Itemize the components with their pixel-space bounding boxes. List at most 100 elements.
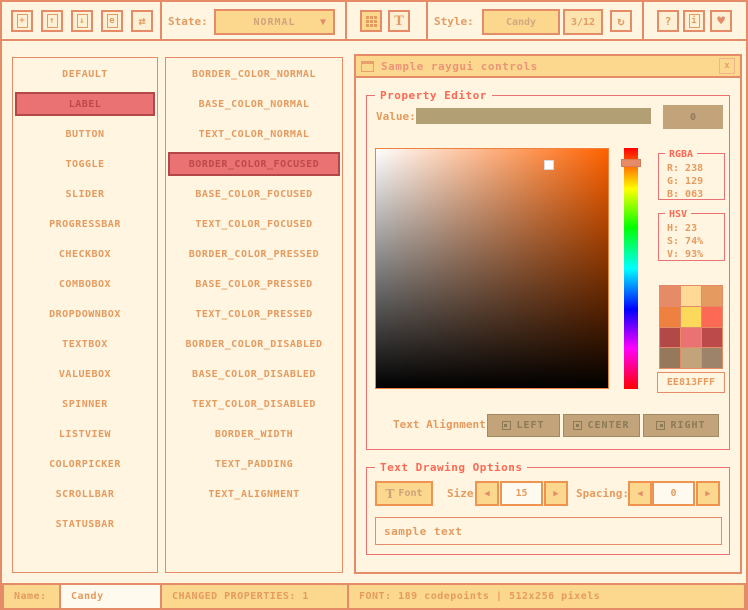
hex-value-input[interactable]: EE813FFF [657,372,725,393]
properties-list-item[interactable]: BASE_COLOR_FOCUSED [195,188,313,200]
controls-list-item[interactable]: COMBOBOX [58,278,112,290]
reload-style-button[interactable]: ↻ [610,10,632,32]
properties-list-item[interactable]: TEXT_COLOR_PRESSED [195,308,313,320]
properties-list-item[interactable]: TEXT_COLOR_DISABLED [192,398,316,410]
text-drawing-options-group: Text Drawing Options T Font Size: ◀ 15 ▶… [366,461,730,555]
text-view-button[interactable]: T [388,10,410,32]
open-file-icon: ↑ [46,14,58,28]
style-counter: 3/12 [563,9,603,35]
font-icon: T [385,486,395,501]
properties-list-item[interactable]: BORDER_COLOR_NORMAL [192,68,316,80]
text-alignment-label: Text Alignment: [393,418,493,431]
color-panel[interactable] [375,148,609,389]
controls-list-item[interactable]: BUTTON [65,128,105,140]
open-file-button[interactable]: ↑ [41,10,63,32]
hue-handle[interactable] [621,159,641,167]
spacing-value-box[interactable]: 0 [652,481,695,506]
export-file-icon: e [106,14,118,28]
grid-view-button[interactable] [360,10,382,32]
properties-list-item[interactable]: TEXT_PADDING [214,458,294,470]
text-icon: T [394,13,404,29]
properties-list-item[interactable]: BORDER_COLOR_DISABLED [185,338,323,350]
controls-list-item[interactable]: TEXTBOX [62,338,108,350]
rgba-group: RGBA R: 238 G: 129 B: 063 [658,148,725,200]
help-icon: ? [664,14,672,28]
close-icon: x [724,61,730,71]
hsv-group: HSV H: 23 S: 74% V: 93% [658,208,725,261]
spacing-decrease-button[interactable]: ◀ [628,481,652,506]
state-dropdown-value: NORMAL [253,16,296,28]
controls-list-item[interactable]: SLIDER [65,188,105,200]
value-box[interactable]: 0 [663,105,723,129]
font-button[interactable]: T Font [375,481,433,506]
shuffle-icon: ⇄ [138,14,146,28]
style-label: Style: [434,15,474,28]
export-file-button[interactable]: e [101,10,123,32]
controls-list-item[interactable]: VALUEBOX [58,368,112,380]
grid-icon [365,15,377,27]
controls-list-item[interactable]: TOGGLE [65,158,105,170]
sample-text-input[interactable]: sample text [375,517,722,545]
arrow-left-icon: ◀ [484,488,490,499]
properties-list-item[interactable]: BORDER_COLOR_PRESSED [188,248,320,260]
style-name-button[interactable]: Candy [482,9,560,35]
controls-list-item[interactable]: SPINNER [62,398,108,410]
hsv-title: HSV [665,208,692,221]
window-titlebar[interactable]: Sample raygui controls x [356,56,740,78]
properties-list-item[interactable]: BORDER_WIDTH [214,428,294,440]
new-file-button[interactable]: + [11,10,33,32]
spacing-increase-button[interactable]: ▶ [696,481,720,506]
heart-icon: ♥ [717,13,725,29]
size-label: Size: [447,487,481,500]
controls-list-item[interactable]: SCROLLBAR [55,488,115,500]
color-cursor[interactable] [544,160,554,170]
controls-list-item[interactable]: COLORPICKER [49,458,121,470]
sponsor-button[interactable]: ♥ [710,10,732,32]
align-right-button[interactable]: RIGHT [643,414,719,437]
size-increase-button[interactable]: ▶ [544,481,568,506]
properties-list-item[interactable]: BASE_COLOR_PRESSED [195,278,313,290]
controls-list-item[interactable]: DEFAULT [62,68,108,80]
style-color-swatches [659,285,723,369]
controls-list-item[interactable]: CHECKBOX [58,248,112,260]
controls-list-item[interactable]: LISTVIEW [58,428,112,440]
state-dropdown[interactable]: NORMAL ▼ [214,9,335,35]
controls-list-item[interactable]: DROPDOWNBOX [49,308,121,320]
color-swatch [660,306,680,327]
arrow-right-icon: ▶ [553,488,559,499]
rgba-b: B: 063 [667,189,704,200]
value-slider[interactable] [416,108,651,124]
name-label: Name: [2,583,61,608]
info-icon: i [688,14,700,28]
align-center-button[interactable]: CENTER [563,414,640,437]
properties-list-item[interactable]: TEXT_COLOR_FOCUSED [195,218,313,230]
spacing-label: Spacing: [576,487,629,500]
close-button[interactable]: x [719,58,735,74]
help-button[interactable]: ? [657,10,679,32]
chevron-down-icon: ▼ [319,17,326,28]
hue-bar[interactable] [621,148,641,389]
size-value-box[interactable]: 15 [500,481,543,506]
properties-list-item[interactable]: BASE_COLOR_NORMAL [198,98,310,110]
controls-list-item[interactable]: PROGRESSBAR [49,218,121,230]
about-button[interactable]: i [683,10,705,32]
style-name-input[interactable]: Candy [59,583,162,608]
properties-list-item[interactable]: BASE_COLOR_DISABLED [192,368,316,380]
toolbar-separator [345,2,347,39]
random-style-button[interactable]: ⇄ [131,10,153,32]
properties-list-item[interactable]: TEXT_ALIGNMENT [208,488,300,500]
properties-list-item[interactable]: TEXT_COLOR_NORMAL [198,128,310,140]
toolbar: + ↑ ↓ e ⇄ State: NORMAL ▼ T Style: Candy… [2,2,746,41]
properties-list-item-selected[interactable]: BORDER_COLOR_FOCUSED [168,152,340,176]
hsv-s: S: 74% [667,236,704,247]
save-file-icon: ↓ [76,14,88,28]
controls-list-item[interactable]: STATUSBAR [55,518,115,530]
size-decrease-button[interactable]: ◀ [475,481,499,506]
controls-list-item-selected[interactable]: LABEL [15,92,155,116]
properties-list: BORDER_COLOR_NORMAL BASE_COLOR_NORMAL TE… [165,57,343,573]
color-swatch [681,348,701,368]
color-swatch [702,348,722,368]
align-left-button[interactable]: LEFT [487,414,560,437]
save-file-button[interactable]: ↓ [71,10,93,32]
